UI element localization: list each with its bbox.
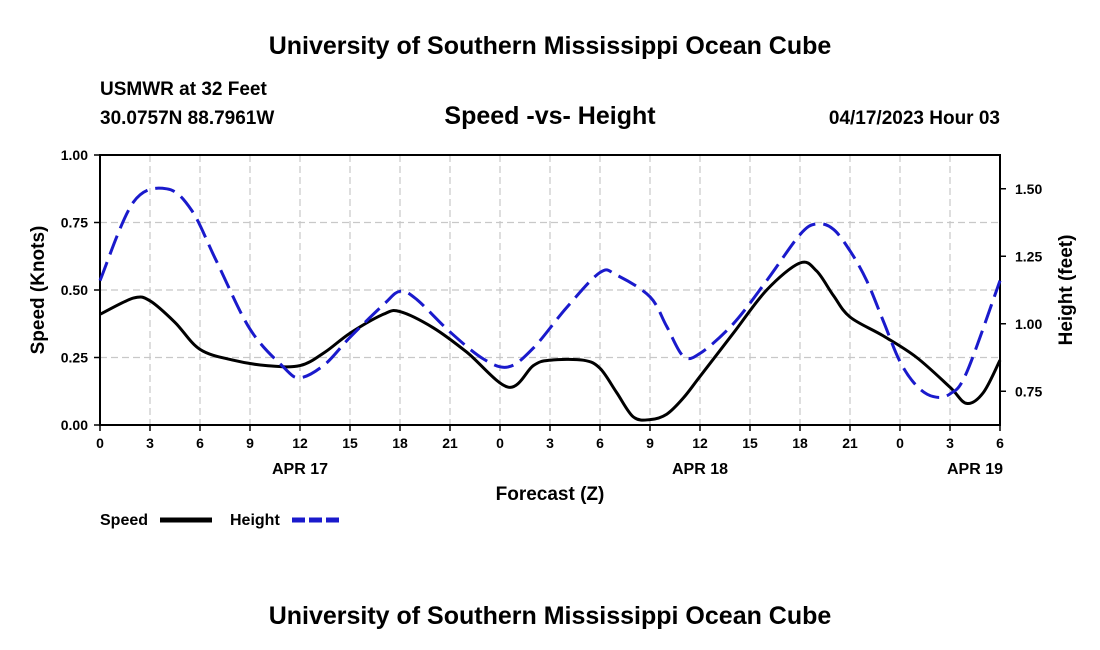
y-axis-right-label: Height (feet) (1056, 235, 1077, 346)
y-left-tick-label: 0.00 (61, 417, 88, 433)
footer-title: University of Southern Mississippi Ocean… (269, 602, 832, 630)
x-tick-label: 12 (692, 435, 708, 451)
x-tick-label: 3 (946, 435, 954, 451)
y-left-tick-label: 1.00 (61, 147, 88, 163)
x-tick-label: 9 (646, 435, 654, 451)
y-axis-left-label: Speed (Knots) (28, 226, 49, 355)
x-tick-label: 6 (996, 435, 1004, 451)
chart-subtitle: Speed -vs- Height (444, 102, 656, 130)
location-label: 30.0757N 88.7961W (100, 108, 274, 129)
x-tick-label: 21 (442, 435, 458, 451)
y-left-tick-label: 0.25 (61, 350, 88, 366)
y-left-tick-label: 0.75 (61, 215, 88, 231)
tick-labels: 0 3 6 9 12 15 18 21 0 3 6 9 12 15 18 21 0 3 6 0.00 0.25 0.50 0… (61, 147, 1043, 478)
x-tick-label: 18 (392, 435, 408, 451)
date-label: APR 17 (272, 461, 328, 478)
y-right-tick-label: 1.00 (1015, 316, 1042, 332)
y-right-tick-label: 0.75 (1015, 383, 1042, 399)
x-tick-label: 9 (246, 435, 254, 451)
x-tick-label: 15 (742, 435, 758, 451)
y-left-tick-label: 0.50 (61, 282, 88, 298)
x-axis-label: Forecast (Z) (496, 484, 605, 505)
x-tick-label: 6 (596, 435, 604, 451)
y-right-tick-label: 1.25 (1015, 248, 1042, 264)
chart-title: University of Southern Mississippi Ocean… (269, 32, 832, 60)
series-lines (98, 186, 1002, 422)
date-label: APR 19 (947, 461, 1003, 478)
y-right-tick-label: 1.50 (1015, 181, 1042, 197)
x-tick-label: 0 (496, 435, 504, 451)
date-label: APR 18 (672, 461, 728, 478)
x-tick-label: 0 (896, 435, 904, 451)
axis-ticks (94, 154, 1006, 431)
x-tick-label: 3 (546, 435, 554, 451)
legend: Speed Height (100, 512, 342, 529)
series-line-speed (99, 260, 1002, 422)
series-line-height (98, 186, 1002, 399)
x-tick-label: 21 (842, 435, 858, 451)
x-tick-label: 6 (196, 435, 204, 451)
x-tick-label: 3 (146, 435, 154, 451)
legend-height-label: Height (230, 512, 280, 529)
x-tick-label: 0 (96, 435, 104, 451)
x-tick-label: 15 (342, 435, 358, 451)
x-tick-label: 18 (792, 435, 808, 451)
timestamp-label: 04/17/2023 Hour 03 (829, 108, 1000, 129)
station-label: USMWR at 32 Feet (100, 79, 267, 100)
gridlines (100, 155, 1000, 425)
x-tick-label: 12 (292, 435, 308, 451)
legend-speed-label: Speed (100, 512, 148, 529)
